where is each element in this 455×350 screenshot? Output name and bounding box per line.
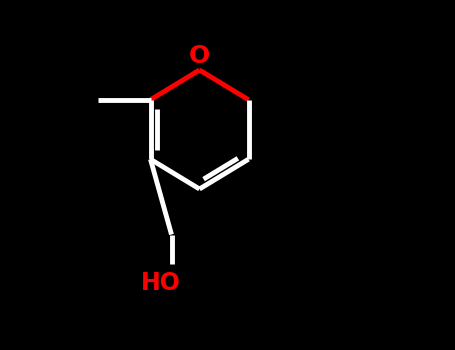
Text: O: O: [189, 44, 210, 68]
Text: HO: HO: [141, 272, 181, 295]
